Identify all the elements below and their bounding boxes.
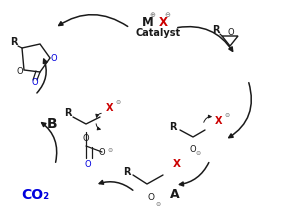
Text: X: X <box>106 103 114 113</box>
Text: R: R <box>10 37 18 47</box>
Text: O: O <box>147 192 155 202</box>
Text: O: O <box>83 134 89 143</box>
Text: ⊖: ⊖ <box>224 112 230 117</box>
Text: ⊖: ⊖ <box>164 12 170 18</box>
Text: M: M <box>142 15 154 29</box>
Text: ⊖: ⊖ <box>155 202 161 207</box>
Text: R: R <box>169 122 177 132</box>
Text: ⊖: ⊖ <box>195 150 201 156</box>
Text: O: O <box>99 147 105 156</box>
Text: A: A <box>170 187 180 200</box>
Text: ⊖: ⊖ <box>107 147 113 152</box>
Text: X: X <box>158 15 168 29</box>
Text: X: X <box>215 116 223 126</box>
Text: O: O <box>32 77 38 86</box>
Text: Catalyst: Catalyst <box>136 28 181 38</box>
Text: X: X <box>173 159 181 169</box>
Text: ⊖: ⊖ <box>115 99 121 104</box>
Text: O: O <box>17 66 23 75</box>
Text: O: O <box>190 145 196 154</box>
Text: O: O <box>228 28 234 37</box>
Text: R: R <box>64 108 72 118</box>
Text: CO₂: CO₂ <box>21 188 49 202</box>
Text: O: O <box>85 160 91 169</box>
Text: O: O <box>51 53 57 62</box>
Text: ⊕: ⊕ <box>149 12 155 18</box>
Text: R: R <box>212 25 220 35</box>
Text: B: B <box>47 117 57 131</box>
Text: R: R <box>123 167 131 177</box>
